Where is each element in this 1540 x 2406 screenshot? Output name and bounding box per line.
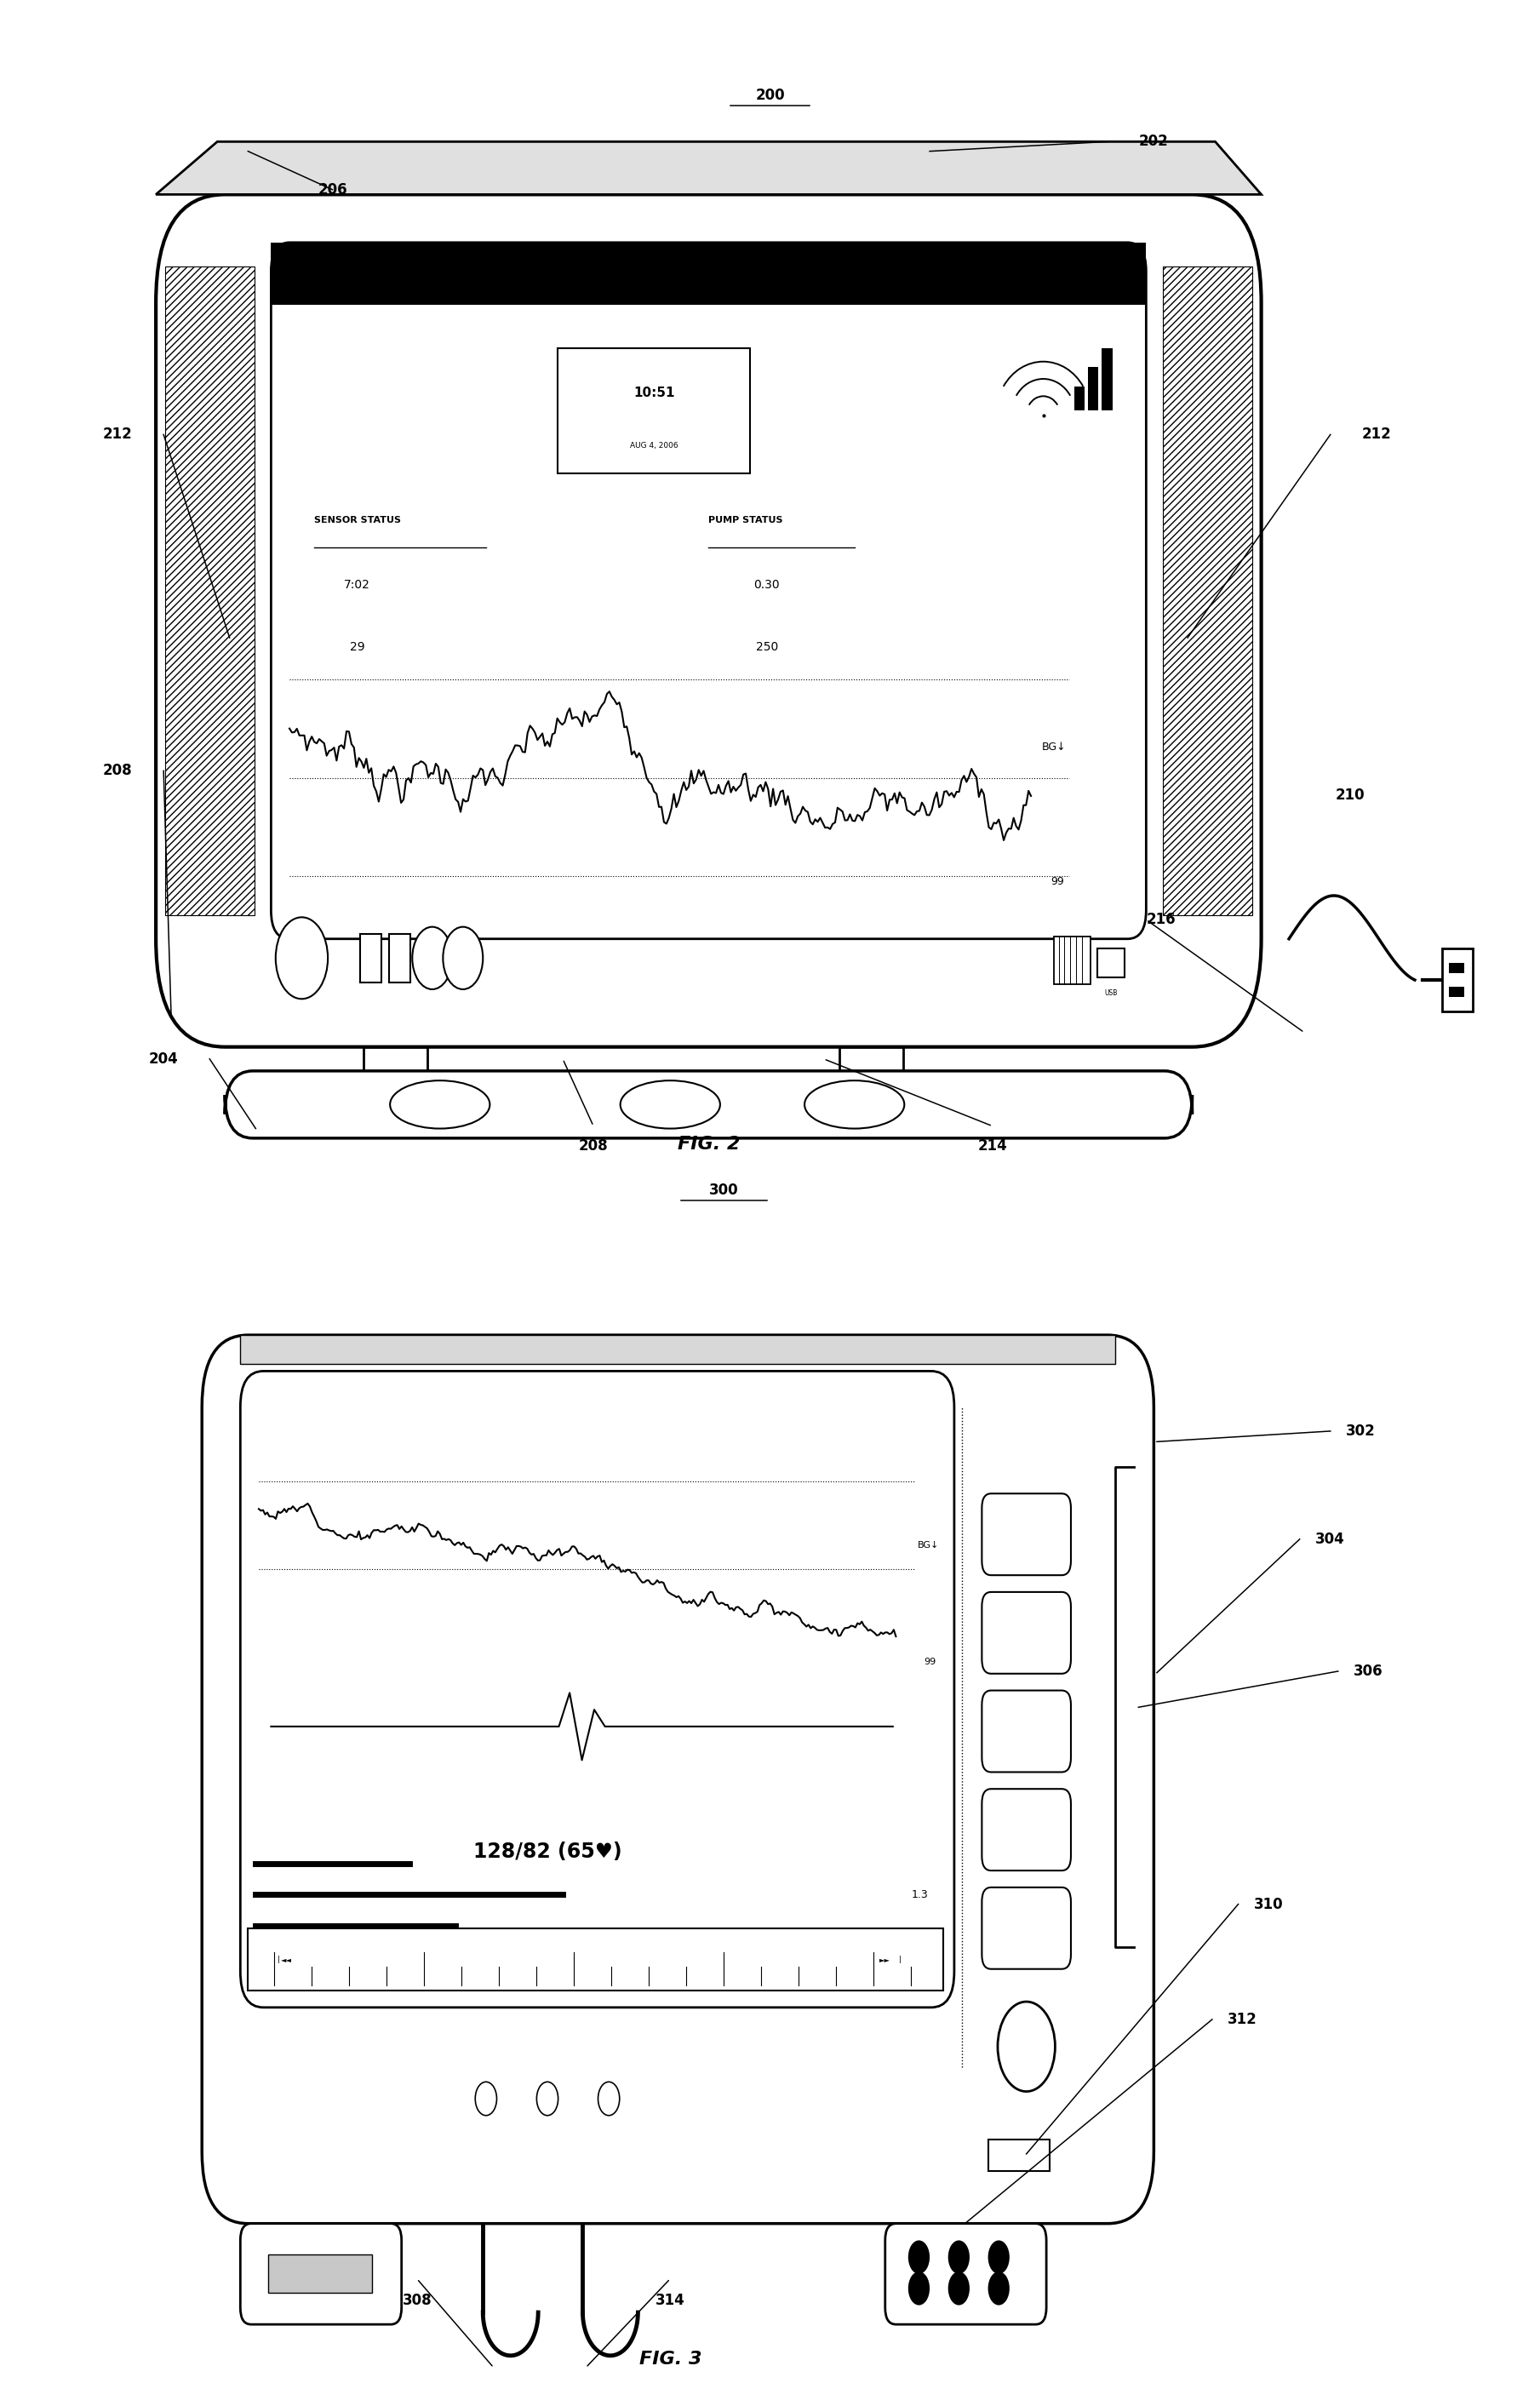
Text: PUMP STATUS: PUMP STATUS [708, 517, 782, 525]
Bar [363, 1047, 428, 1080]
Text: 300: 300 [710, 1184, 739, 1198]
Text: 202: 202 [1138, 135, 1167, 149]
FancyBboxPatch shape [240, 1371, 955, 2007]
Text: 308: 308 [402, 2293, 431, 2307]
Text: 212: 212 [103, 426, 132, 443]
Text: BG↓: BG↓ [1041, 741, 1066, 753]
Circle shape [598, 2081, 619, 2115]
Text: 216: 216 [1147, 912, 1177, 926]
Bar [1449, 962, 1465, 972]
Circle shape [949, 2271, 970, 2305]
Circle shape [476, 2081, 497, 2115]
Circle shape [276, 917, 328, 998]
Bar [248, 1927, 944, 1990]
Bar [1163, 267, 1252, 914]
Bar [1096, 948, 1124, 977]
Circle shape [989, 2271, 1010, 2305]
FancyBboxPatch shape [983, 1886, 1070, 1968]
Circle shape [536, 2081, 557, 2115]
Bar [390, 934, 411, 982]
Text: 210: 210 [1335, 787, 1364, 804]
Text: 212: 212 [1361, 426, 1391, 443]
Bar [360, 934, 382, 982]
Text: 99: 99 [1050, 876, 1064, 888]
Bar [1087, 368, 1098, 411]
Text: 250: 250 [756, 640, 778, 652]
Text: 10:51: 10:51 [633, 387, 675, 399]
Bar [268, 2254, 373, 2293]
Text: BG↓: BG↓ [918, 1540, 939, 1549]
Text: SENSOR STATUS: SENSOR STATUS [314, 517, 400, 525]
Text: ◄◄: ◄◄ [280, 1956, 293, 1963]
Bar [1053, 936, 1090, 984]
FancyBboxPatch shape [983, 1593, 1070, 1675]
Circle shape [989, 2240, 1010, 2274]
Text: 302: 302 [1346, 1424, 1375, 1439]
Bar [1101, 349, 1112, 411]
Text: 208: 208 [579, 1138, 608, 1152]
Text: 214: 214 [978, 1138, 1007, 1152]
Text: 306: 306 [1354, 1663, 1383, 1679]
Circle shape [413, 926, 453, 989]
FancyBboxPatch shape [271, 243, 1146, 938]
FancyBboxPatch shape [225, 1071, 1192, 1138]
Bar [240, 1335, 1115, 1364]
Text: 310: 310 [1254, 1896, 1283, 1913]
FancyBboxPatch shape [983, 1790, 1070, 1869]
Bar [1449, 986, 1465, 996]
Text: 128/82 (65♥): 128/82 (65♥) [473, 1841, 622, 1862]
Text: USB: USB [1104, 989, 1118, 996]
Bar [557, 349, 750, 474]
FancyBboxPatch shape [886, 2223, 1046, 2324]
Text: 200: 200 [755, 89, 785, 103]
Bar [165, 267, 254, 914]
Text: |: | [899, 1956, 902, 1963]
Text: 314: 314 [656, 2293, 685, 2307]
Text: FIG. 3: FIG. 3 [639, 2351, 702, 2368]
Bar [1443, 948, 1474, 1011]
Text: 1.3: 1.3 [912, 1889, 929, 1901]
Text: 0.30: 0.30 [755, 580, 779, 589]
FancyBboxPatch shape [983, 1494, 1070, 1576]
Text: ►►: ►► [879, 1956, 890, 1963]
Text: 206: 206 [317, 183, 347, 197]
Text: 304: 304 [1315, 1533, 1344, 1547]
Ellipse shape [804, 1080, 904, 1128]
Circle shape [444, 926, 484, 989]
FancyBboxPatch shape [240, 2223, 402, 2324]
Circle shape [949, 2240, 970, 2274]
Text: |: | [277, 1956, 280, 1963]
Ellipse shape [390, 1080, 490, 1128]
Text: 312: 312 [1227, 2011, 1257, 2028]
Ellipse shape [621, 1080, 721, 1128]
Bar [839, 1047, 904, 1080]
Text: 204: 204 [149, 1051, 179, 1066]
Circle shape [909, 2240, 930, 2274]
Circle shape [909, 2271, 930, 2305]
Text: 208: 208 [103, 763, 132, 780]
Text: AUG 4, 2006: AUG 4, 2006 [630, 443, 678, 450]
Bar [989, 2139, 1049, 2170]
FancyBboxPatch shape [156, 195, 1261, 1047]
Text: 29: 29 [350, 640, 365, 652]
Circle shape [998, 2002, 1055, 2091]
Text: 7:02: 7:02 [343, 580, 370, 589]
FancyBboxPatch shape [983, 1691, 1070, 1773]
Text: 99: 99 [924, 1658, 936, 1665]
Bar [271, 243, 1146, 306]
Bar [1073, 387, 1084, 411]
FancyBboxPatch shape [202, 1335, 1153, 2223]
Polygon shape [156, 142, 1261, 195]
Text: FIG. 2: FIG. 2 [678, 1136, 739, 1152]
